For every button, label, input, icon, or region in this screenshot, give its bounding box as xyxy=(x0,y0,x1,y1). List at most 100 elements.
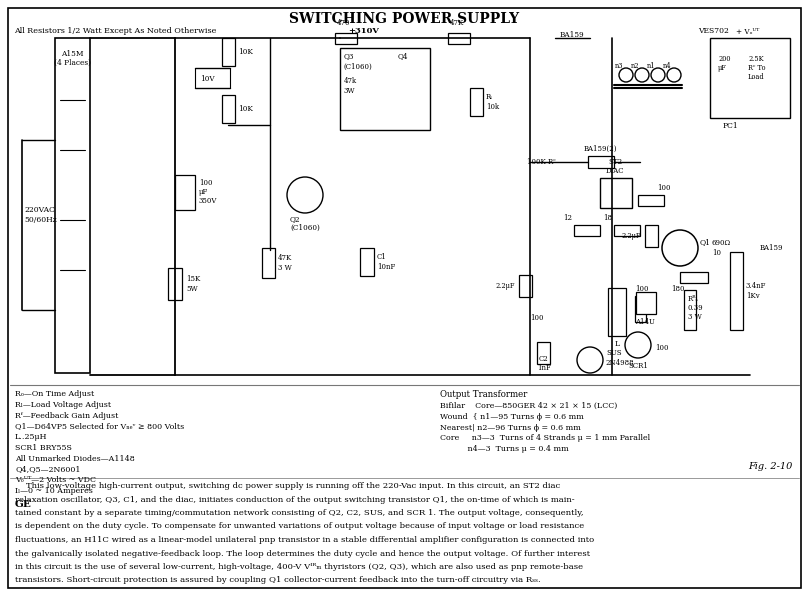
Bar xyxy=(636,292,656,314)
Bar xyxy=(537,342,550,364)
Text: Rᶠ—Feedback Gain Adjust: Rᶠ—Feedback Gain Adjust xyxy=(15,412,118,420)
Text: n1: n1 xyxy=(646,62,655,70)
Text: L‥25μH: L‥25μH xyxy=(15,433,48,441)
Text: 100: 100 xyxy=(635,285,649,293)
Bar xyxy=(470,88,483,116)
Bar xyxy=(222,95,235,123)
Bar xyxy=(588,156,614,168)
Text: 12: 12 xyxy=(563,214,572,222)
Text: 180: 180 xyxy=(671,285,684,293)
Text: C2
1nF: C2 1nF xyxy=(537,355,551,372)
Text: 3.4nF
1Kv: 3.4nF 1Kv xyxy=(746,283,766,300)
Text: This low-voltage high-current output, switching dc power supply is running off t: This low-voltage high-current output, sw… xyxy=(15,482,561,490)
Text: Rₗ—Load Voltage Adjust: Rₗ—Load Voltage Adjust xyxy=(15,401,111,409)
Text: Q3: Q3 xyxy=(344,52,354,60)
Bar xyxy=(635,296,646,322)
Text: PC1: PC1 xyxy=(722,122,738,130)
Bar xyxy=(519,275,532,297)
Bar xyxy=(448,33,470,44)
Text: 2.2μF: 2.2μF xyxy=(621,232,641,240)
Text: Core     n3—3  Turns of 4 Strands μ = 1 mm Parallel: Core n3—3 Turns of 4 Strands μ = 1 mm Pa… xyxy=(440,434,650,442)
Text: n4—3  Turns μ = 0.4 mm: n4—3 Turns μ = 0.4 mm xyxy=(440,445,569,453)
Bar xyxy=(600,178,632,208)
Text: Fig. 2-10: Fig. 2-10 xyxy=(748,462,793,471)
Text: Bifilar    Core—850GER 42 × 21 × 15 (LCC): Bifilar Core—850GER 42 × 21 × 15 (LCC) xyxy=(440,402,617,410)
Text: 10K: 10K xyxy=(238,105,253,113)
Text: SCR1 BRY55S: SCR1 BRY55S xyxy=(15,444,72,452)
Text: 690Ω
10: 690Ω 10 xyxy=(712,240,731,257)
Text: fluctuations, an H11C wired as a linear-model unilateral pnp transistor in a sta: fluctuations, an H11C wired as a linear-… xyxy=(15,536,595,544)
Text: 100: 100 xyxy=(655,344,668,352)
Text: Q4,Q5—2N6001: Q4,Q5—2N6001 xyxy=(15,465,81,474)
Bar xyxy=(360,248,374,276)
Text: GE: GE xyxy=(15,500,32,509)
Text: BA159(2): BA159(2) xyxy=(583,145,616,153)
Text: A14U: A14U xyxy=(635,318,655,326)
Bar xyxy=(614,225,640,236)
Bar xyxy=(680,272,708,283)
Bar xyxy=(168,268,182,300)
Text: 220VAC
50/60Hz: 220VAC 50/60Hz xyxy=(24,206,57,224)
Text: n4: n4 xyxy=(663,62,671,70)
Text: 47K: 47K xyxy=(450,19,464,27)
Text: relaxation oscillator, Q3, C1, and the diac, initiates conduction of the output : relaxation oscillator, Q3, C1, and the d… xyxy=(15,495,574,504)
Text: ST2
DIAC: ST2 DIAC xyxy=(606,158,625,175)
Text: 47k: 47k xyxy=(344,77,357,85)
Text: Rₒ—On Time Adjust: Rₒ—On Time Adjust xyxy=(15,390,95,398)
Text: Q1: Q1 xyxy=(700,238,711,246)
Text: 100: 100 xyxy=(530,314,544,322)
Bar xyxy=(340,48,430,130)
Text: + Vₒᵁᵀ: + Vₒᵁᵀ xyxy=(736,28,760,36)
Bar xyxy=(222,38,235,66)
Bar xyxy=(645,225,658,247)
Text: 47K
3 W: 47K 3 W xyxy=(278,254,292,272)
Text: 100: 100 xyxy=(657,184,671,192)
Text: 200
μF: 200 μF xyxy=(718,55,731,72)
Text: Q4: Q4 xyxy=(398,52,409,60)
Text: +310V: +310V xyxy=(348,27,379,35)
Bar xyxy=(608,288,626,336)
Text: L: L xyxy=(615,340,620,348)
Text: BA159: BA159 xyxy=(760,244,783,252)
Bar xyxy=(684,290,696,330)
Text: 10K: 10K xyxy=(238,48,253,56)
Text: Q1—D64VP5 Selected for Vₙₑᵛ ≥ 800 Volts: Q1—D64VP5 Selected for Vₙₑᵛ ≥ 800 Volts xyxy=(15,423,184,430)
Text: 3W: 3W xyxy=(344,87,356,95)
Bar xyxy=(730,252,743,330)
Bar xyxy=(638,195,664,206)
Text: SCR1: SCR1 xyxy=(628,362,648,370)
Bar xyxy=(175,175,195,210)
Text: tained constant by a separate timing/commutation network consisting of Q2, C2, S: tained constant by a separate timing/com… xyxy=(15,509,583,517)
Text: n3: n3 xyxy=(615,62,623,70)
Text: 10V: 10V xyxy=(200,75,214,83)
Text: 18: 18 xyxy=(603,214,612,222)
Text: in this circuit is the use of several low-current, high-voltage, 400-V Vᴵᴿₘ thyr: in this circuit is the use of several lo… xyxy=(15,563,583,571)
Text: 2.5K
Rᶜ To
Load: 2.5K Rᶜ To Load xyxy=(748,55,765,82)
Text: transistors. Short-circuit protection is assured by coupling Q1 collector-curren: transistors. Short-circuit protection is… xyxy=(15,576,540,585)
Text: n2: n2 xyxy=(631,62,639,70)
Bar xyxy=(262,248,275,278)
Text: 2.2μF: 2.2μF xyxy=(495,282,515,290)
Text: VES702: VES702 xyxy=(698,27,729,35)
Bar xyxy=(574,225,600,236)
Text: the galvanically isolated negative-feedback loop. The loop determines the duty c: the galvanically isolated negative-feedb… xyxy=(15,550,590,557)
Text: (C1060): (C1060) xyxy=(344,63,373,71)
Bar xyxy=(335,33,357,44)
Text: Nearest| n2—96 Turns ϕ = 0.6 mm: Nearest| n2—96 Turns ϕ = 0.6 mm xyxy=(440,424,581,432)
Text: Rᴿₛ
0.39
3 W: Rᴿₛ 0.39 3 W xyxy=(688,295,704,321)
Text: SWITCHING POWER SUPPLY: SWITCHING POWER SUPPLY xyxy=(289,12,519,26)
Text: Iₗ—0 ~ 10 Amperes: Iₗ—0 ~ 10 Amperes xyxy=(15,487,93,495)
Text: A15M
(4 Places): A15M (4 Places) xyxy=(53,50,91,67)
Text: 470: 470 xyxy=(337,19,350,27)
Text: 15K
5W: 15K 5W xyxy=(186,275,201,293)
Text: All Unmarked Diodes—A1148: All Unmarked Diodes—A1148 xyxy=(15,455,135,463)
Text: 100
μF
350V: 100 μF 350V xyxy=(199,179,218,205)
Text: All Resistors 1/2 Watt Except As Noted Otherwise: All Resistors 1/2 Watt Except As Noted O… xyxy=(14,27,216,35)
Text: Rₗ
10k: Rₗ 10k xyxy=(486,94,499,111)
Text: BA159: BA159 xyxy=(560,31,585,39)
Text: Wound  { n1—95 Turns ϕ = 0.6 mm: Wound { n1—95 Turns ϕ = 0.6 mm xyxy=(440,413,584,421)
Text: Vₒᵁᵀ—2 Volts ~ VDC: Vₒᵁᵀ—2 Volts ~ VDC xyxy=(15,476,96,485)
Text: SUS
2N4988: SUS 2N4988 xyxy=(606,349,634,367)
Text: Output Transformer: Output Transformer xyxy=(440,390,527,399)
Text: 100K Rᶜ: 100K Rᶜ xyxy=(527,158,556,166)
